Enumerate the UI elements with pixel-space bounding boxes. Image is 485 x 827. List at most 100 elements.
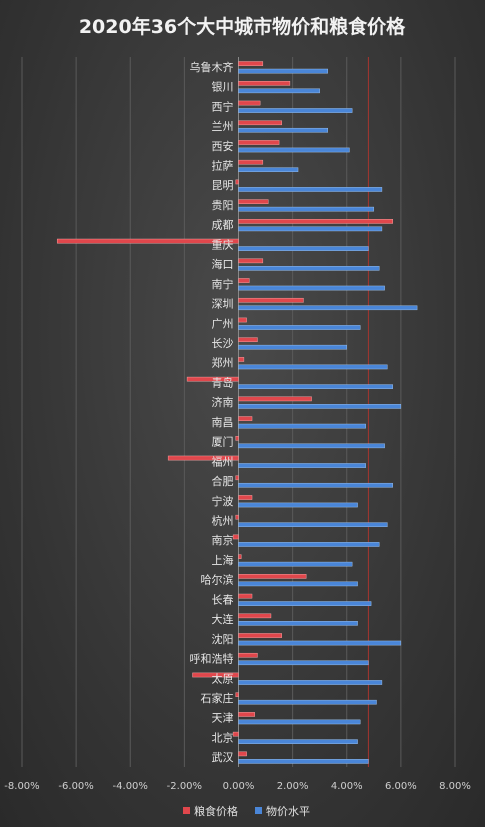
bar-price[interactable]	[238, 127, 329, 133]
bar-grain[interactable]	[238, 278, 250, 283]
bar-grain[interactable]	[167, 455, 239, 461]
category-label: 长春	[212, 593, 234, 606]
bar-price[interactable]	[238, 502, 358, 508]
bar-grain[interactable]	[238, 554, 242, 559]
bar-price[interactable]	[238, 601, 372, 606]
bar-grain[interactable]	[192, 672, 239, 678]
bar-price[interactable]	[238, 325, 361, 330]
x-tick-label: 0.00%	[223, 781, 255, 792]
category-label: 天津	[212, 712, 234, 725]
bar-price[interactable]	[238, 680, 383, 685]
bar-price[interactable]	[238, 285, 385, 291]
category-label: 呼和浩特	[190, 652, 234, 666]
bar-price[interactable]	[238, 68, 329, 74]
bar-price[interactable]	[238, 187, 383, 192]
bar-price[interactable]	[238, 88, 320, 94]
bar-grain[interactable]	[235, 692, 239, 698]
bar-price[interactable]	[238, 759, 369, 764]
category-label: 宁波	[212, 494, 234, 508]
bar-grain[interactable]	[238, 81, 291, 86]
legend-label: 粮食价格	[194, 804, 238, 818]
bar-grain[interactable]	[238, 317, 247, 323]
category-label: 济南	[212, 395, 234, 409]
bar-grain[interactable]	[235, 514, 239, 520]
bar-price[interactable]	[238, 305, 418, 311]
bar-grain[interactable]	[238, 140, 280, 145]
bar-price[interactable]	[238, 246, 369, 251]
bar-grain[interactable]	[238, 100, 261, 106]
x-tick-labels: -8.00% -6.00% -4.00% -2.00% 0.00% 2.00% 4.00% 6…	[4, 781, 471, 792]
category-label: 拉萨	[212, 158, 234, 172]
category-label: 贵阳	[212, 199, 234, 212]
x-tick-label: 8.00%	[439, 781, 471, 792]
bar-price[interactable]	[238, 226, 383, 232]
bar-grain[interactable]	[238, 751, 247, 757]
bar-price[interactable]	[238, 443, 385, 449]
bar-grain[interactable]	[238, 297, 304, 303]
bar-grain[interactable]	[238, 495, 253, 500]
bar-price[interactable]	[238, 542, 380, 547]
bar-price[interactable]	[238, 522, 388, 528]
bar-price[interactable]	[238, 206, 375, 212]
bar-grain[interactable]	[235, 179, 239, 185]
legend-label: 物价水平	[266, 804, 310, 818]
bar-grain[interactable]	[238, 258, 264, 264]
bar-grain[interactable]	[238, 593, 253, 599]
bar-price[interactable]	[238, 581, 358, 587]
bar-grain[interactable]	[238, 574, 307, 579]
bar-price[interactable]	[238, 660, 369, 666]
bar-price[interactable]	[238, 167, 299, 173]
bar-grain[interactable]	[238, 712, 255, 717]
bar-price[interactable]	[238, 108, 353, 113]
category-label: 兰州	[212, 120, 234, 133]
bar-price[interactable]	[238, 561, 353, 567]
category-label: 哈尔滨	[201, 573, 234, 587]
category-label: 青岛	[212, 375, 234, 389]
bar-price[interactable]	[238, 364, 388, 370]
bar-grain[interactable]	[238, 199, 269, 204]
bar-grain[interactable]	[238, 652, 258, 658]
category-label: 重庆	[212, 237, 234, 251]
bar-price[interactable]	[238, 344, 347, 350]
category-label: 郑州	[212, 356, 234, 370]
legend[interactable]: 粮食价格 物价水平	[183, 804, 310, 818]
bar-grain[interactable]	[235, 475, 239, 481]
bar-grain[interactable]	[232, 534, 239, 540]
bar-grain[interactable]	[238, 613, 272, 619]
bar-grain[interactable]	[238, 219, 393, 224]
bar-price[interactable]	[238, 404, 402, 409]
category-label: 西宁	[212, 99, 234, 113]
bar-price[interactable]	[238, 621, 358, 626]
bar-price[interactable]	[238, 266, 380, 271]
bar-price[interactable]	[238, 423, 366, 429]
bar-price[interactable]	[238, 699, 377, 705]
bar-grain[interactable]	[238, 159, 264, 165]
x-tick-label: 4.00%	[331, 781, 363, 792]
gridlines	[21, 57, 456, 767]
bar-price[interactable]	[238, 719, 361, 725]
bar-grain[interactable]	[238, 337, 258, 343]
bar-price[interactable]	[238, 463, 366, 468]
bar-grain[interactable]	[232, 731, 239, 737]
bar-price[interactable]	[238, 739, 358, 744]
bar-price[interactable]	[238, 384, 393, 389]
category-label: 长沙	[212, 337, 234, 350]
category-label: 大连	[212, 612, 234, 626]
bar-grain[interactable]	[238, 396, 312, 402]
bar-grain[interactable]	[238, 61, 264, 66]
category-label: 合肥	[212, 474, 234, 488]
bar-grain[interactable]	[56, 238, 239, 244]
bar-grain[interactable]	[238, 357, 245, 362]
bar-price[interactable]	[238, 147, 350, 153]
x-tick-label: -6.00%	[58, 781, 93, 792]
bar-grain[interactable]	[235, 436, 239, 441]
bar-grain[interactable]	[186, 376, 239, 382]
category-label: 杭州	[212, 513, 234, 527]
category-label: 南宁	[212, 277, 234, 291]
bar-price[interactable]	[238, 482, 393, 488]
bar-grain[interactable]	[238, 416, 253, 421]
bar-grain[interactable]	[238, 120, 282, 126]
bar-grain[interactable]	[238, 633, 282, 638]
bar-price[interactable]	[238, 640, 402, 646]
